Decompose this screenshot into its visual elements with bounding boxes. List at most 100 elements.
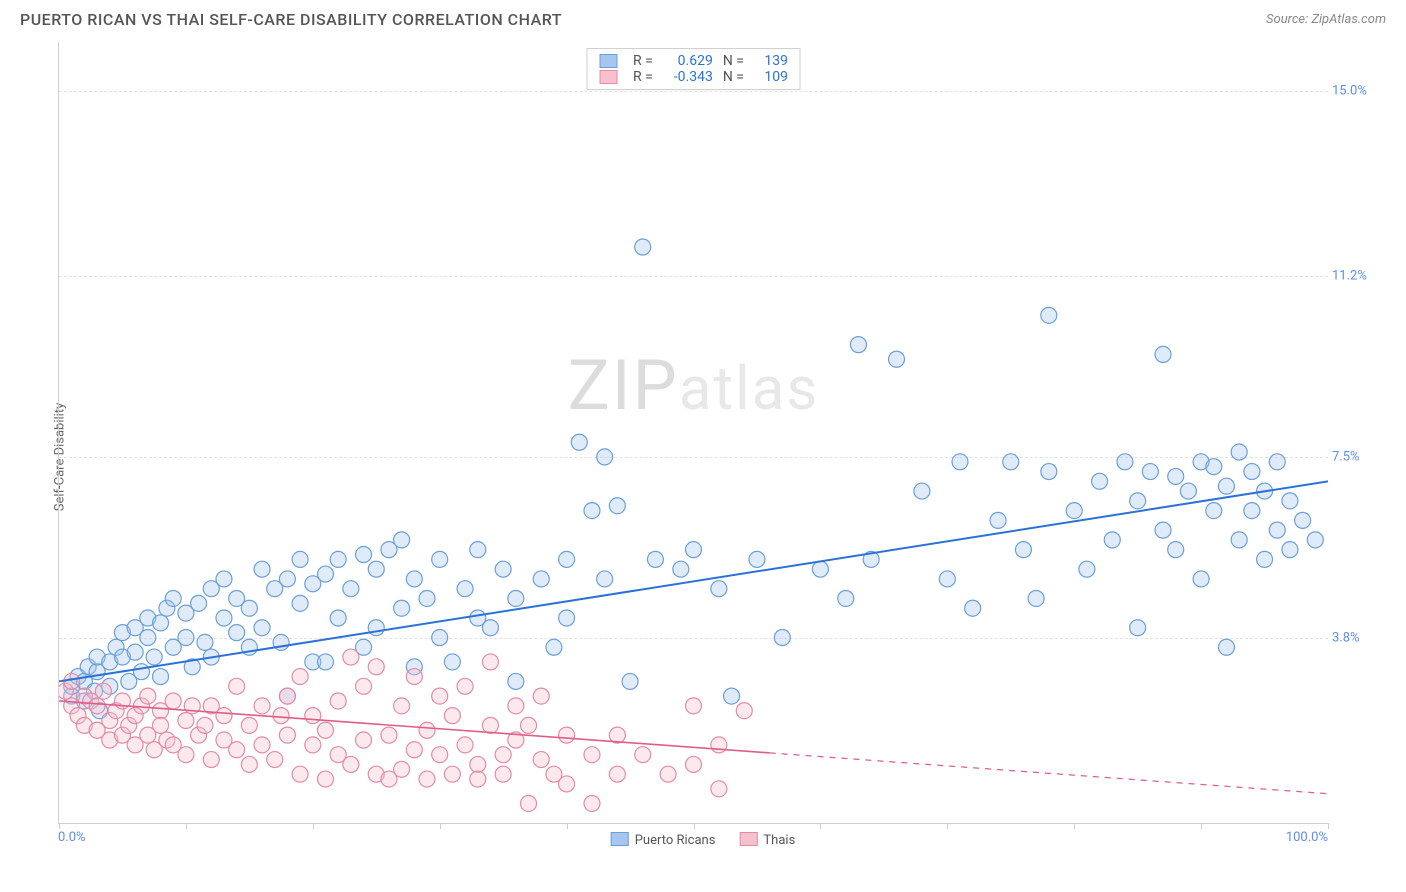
n-label: N =	[723, 69, 744, 85]
x-min-label: 0.0%	[58, 830, 86, 845]
data-point	[140, 630, 156, 646]
data-point	[356, 547, 372, 563]
data-point	[394, 698, 410, 714]
data-point	[559, 551, 575, 567]
data-point	[850, 337, 866, 353]
data-point	[597, 571, 613, 587]
data-point	[965, 600, 981, 616]
data-point	[546, 639, 562, 655]
data-point	[1231, 444, 1247, 460]
x-tick	[1074, 823, 1075, 829]
legend-item: Puerto Ricans	[611, 832, 716, 848]
y-tick-label: 7.5%	[1332, 449, 1380, 464]
data-point	[368, 659, 384, 675]
data-point	[521, 795, 537, 811]
data-point	[368, 561, 384, 577]
data-point	[457, 737, 473, 753]
data-point	[609, 766, 625, 782]
data-point	[1257, 551, 1273, 567]
swatch-icon	[599, 70, 617, 84]
n-label: N =	[723, 53, 744, 69]
data-point	[419, 590, 435, 606]
data-point	[508, 698, 524, 714]
data-point	[279, 688, 295, 704]
data-point	[1231, 532, 1247, 548]
data-point	[495, 766, 511, 782]
stats-row: R = 0.629 N = 139	[599, 53, 788, 69]
n-value: 109	[754, 69, 788, 85]
data-point	[216, 571, 232, 587]
source-name: ZipAtlas.com	[1311, 12, 1386, 27]
data-point	[292, 595, 308, 611]
data-point	[292, 766, 308, 782]
data-point	[317, 722, 333, 738]
data-point	[432, 747, 448, 763]
data-point	[1269, 522, 1285, 538]
data-point	[508, 673, 524, 689]
data-point	[1130, 493, 1146, 509]
data-point	[292, 551, 308, 567]
data-point	[1193, 571, 1209, 587]
data-point	[356, 732, 372, 748]
data-point	[343, 581, 359, 597]
regression-line-dashed	[770, 753, 1328, 794]
data-point	[267, 752, 283, 768]
data-point	[1269, 454, 1285, 470]
x-tick	[947, 823, 948, 829]
data-point	[660, 766, 676, 782]
data-point	[635, 239, 651, 255]
data-point	[457, 678, 473, 694]
data-point	[647, 551, 663, 567]
chart-area: Self-Care Disability ZIPatlas R = 0.629 …	[20, 42, 1386, 872]
data-point	[127, 644, 143, 660]
data-point	[191, 595, 207, 611]
data-point	[317, 654, 333, 670]
y-tick-label: 11.2%	[1332, 269, 1380, 284]
data-point	[153, 615, 169, 631]
data-point	[394, 532, 410, 548]
data-point	[495, 561, 511, 577]
data-point	[559, 610, 575, 626]
chart-header: PUERTO RICAN VS THAI SELF-CARE DISABILIT…	[0, 0, 1406, 33]
data-point	[432, 688, 448, 704]
data-point	[64, 673, 80, 689]
data-point	[584, 747, 600, 763]
data-point	[838, 590, 854, 606]
data-point	[711, 781, 727, 797]
data-point	[305, 737, 321, 753]
y-tick-label: 3.8%	[1332, 630, 1380, 645]
data-point	[292, 669, 308, 685]
data-point	[406, 669, 422, 685]
data-point	[133, 664, 149, 680]
data-point	[432, 630, 448, 646]
data-point	[203, 752, 219, 768]
data-point	[914, 483, 930, 499]
data-point	[1206, 503, 1222, 519]
data-point	[273, 708, 289, 724]
data-point	[1092, 473, 1108, 489]
data-point	[1066, 503, 1082, 519]
data-point	[1104, 532, 1120, 548]
data-point	[330, 693, 346, 709]
data-point	[635, 747, 651, 763]
legend-label: Thais	[763, 833, 795, 848]
data-point	[470, 756, 486, 772]
x-tick	[440, 823, 441, 829]
data-point	[533, 688, 549, 704]
data-point	[153, 669, 169, 685]
data-point	[343, 649, 359, 665]
data-point	[889, 351, 905, 367]
data-point	[711, 737, 727, 753]
data-point	[1117, 454, 1133, 470]
data-point	[508, 590, 524, 606]
data-point	[533, 571, 549, 587]
source-prefix: Source:	[1266, 12, 1311, 27]
data-point	[812, 561, 828, 577]
x-tick	[820, 823, 821, 829]
data-point	[241, 717, 257, 733]
data-point	[1244, 464, 1260, 480]
data-point	[279, 571, 295, 587]
data-point	[140, 688, 156, 704]
x-tick	[1328, 823, 1329, 829]
data-point	[241, 756, 257, 772]
